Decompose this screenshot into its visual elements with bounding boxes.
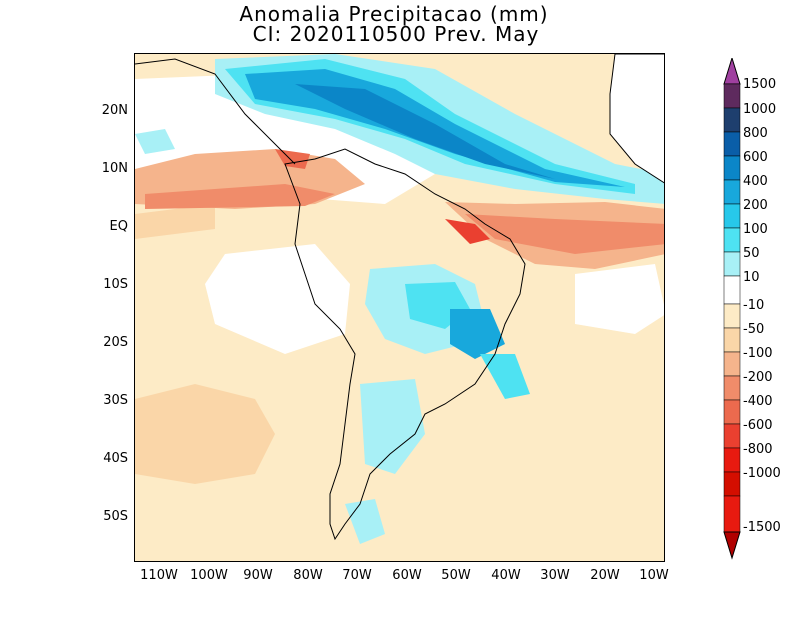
lon-label-30w: 30W	[540, 568, 570, 583]
colorbar-bin	[723, 227, 741, 253]
positive-caribbean-core	[295, 84, 555, 179]
lat-label-20s: 20S	[103, 335, 128, 350]
africa-outline	[609, 54, 664, 184]
precipitation-anomaly-map	[134, 53, 665, 562]
legend-label: -10	[743, 298, 765, 313]
positive-patch-w	[135, 129, 175, 154]
legend-label: 50	[743, 246, 760, 261]
lon-label-60w: 60W	[392, 568, 422, 583]
legend-label: -1000	[743, 466, 781, 481]
colorbar-bin	[723, 423, 741, 449]
near-zero-pacific	[205, 244, 350, 354]
lon-label-90w: 90W	[243, 568, 273, 583]
colorbar-bin	[723, 447, 741, 473]
legend-label: 200	[743, 198, 768, 213]
lon-label-80w: 80W	[293, 568, 323, 583]
lat-label-50s: 50S	[103, 509, 128, 524]
legend-label: -200	[743, 370, 773, 385]
positive-argentina	[360, 379, 425, 474]
map-title: Anomalia Precipitacao (mm)	[239, 2, 549, 26]
lat-label-10n: 10N	[101, 161, 128, 176]
south-america-outline	[284, 148, 526, 541]
colorbar-bin	[723, 495, 741, 533]
colorbar-bottom-arrow	[723, 531, 741, 560]
lon-label-100w: 100W	[190, 568, 228, 583]
lon-label-10w: 10W	[639, 568, 669, 583]
lon-label-110w: 110W	[140, 568, 178, 583]
legend-label: 1000	[743, 102, 777, 117]
legend-label: -600	[743, 418, 773, 433]
legend-label: -100	[743, 346, 773, 361]
colorbar-bin	[723, 471, 741, 497]
colorbar-bin	[723, 375, 741, 401]
lat-label-30s: 30S	[103, 393, 128, 408]
colorbar-bin	[723, 179, 741, 205]
central-america-outline	[135, 58, 296, 165]
legend-label: 100	[743, 222, 768, 237]
colorbar-bin	[723, 107, 741, 133]
neg-patch-sw	[135, 384, 275, 484]
colorbar-bin	[723, 399, 741, 425]
lat-label-eq: EQ	[109, 219, 128, 234]
legend-label: -400	[743, 394, 773, 409]
legend-label: 1500	[743, 77, 777, 92]
colorbar-bin	[723, 351, 741, 377]
map-canvas	[135, 54, 664, 561]
lat-label-10s: 10S	[103, 277, 128, 292]
colorbar-bin	[723, 275, 741, 305]
lon-label-50w: 50W	[441, 568, 471, 583]
colorbar-bin	[723, 155, 741, 181]
colorbar-bin	[723, 131, 741, 157]
itcz-negative-pacific-core	[145, 184, 335, 209]
legend-label: 800	[743, 126, 768, 141]
map-subtitle: CI: 2020110500 Prev. May	[252, 22, 540, 46]
colorbar-bin	[723, 83, 741, 109]
lat-label-40s: 40S	[103, 451, 128, 466]
near-zero-atlantic	[575, 264, 664, 334]
lon-label-40w: 40W	[491, 568, 521, 583]
neg-patch-w	[135, 204, 215, 239]
colorbar-bin	[723, 303, 741, 329]
legend-label: -50	[743, 322, 765, 337]
legend-label: -1500	[743, 520, 781, 535]
colorbar-bin	[723, 327, 741, 353]
amazon-mouth-strong-negative	[445, 219, 490, 244]
colorbar-bin	[723, 251, 741, 277]
legend-label: 10	[743, 270, 760, 285]
colorbar-top-arrow	[723, 58, 741, 85]
colorbar	[723, 58, 741, 560]
itcz-negative-atlantic-core	[465, 214, 664, 254]
lat-label-20n: 20N	[101, 103, 128, 118]
colorbar-bin	[723, 203, 741, 229]
central-america-negative	[275, 149, 310, 169]
legend-label: 400	[743, 174, 768, 189]
legend-label: 600	[743, 150, 768, 165]
lon-label-70w: 70W	[342, 568, 372, 583]
lon-label-20w: 20W	[590, 568, 620, 583]
positive-brazil-core	[450, 309, 505, 359]
positive-southeast-brazil	[480, 354, 530, 399]
legend-label: -800	[743, 442, 773, 457]
